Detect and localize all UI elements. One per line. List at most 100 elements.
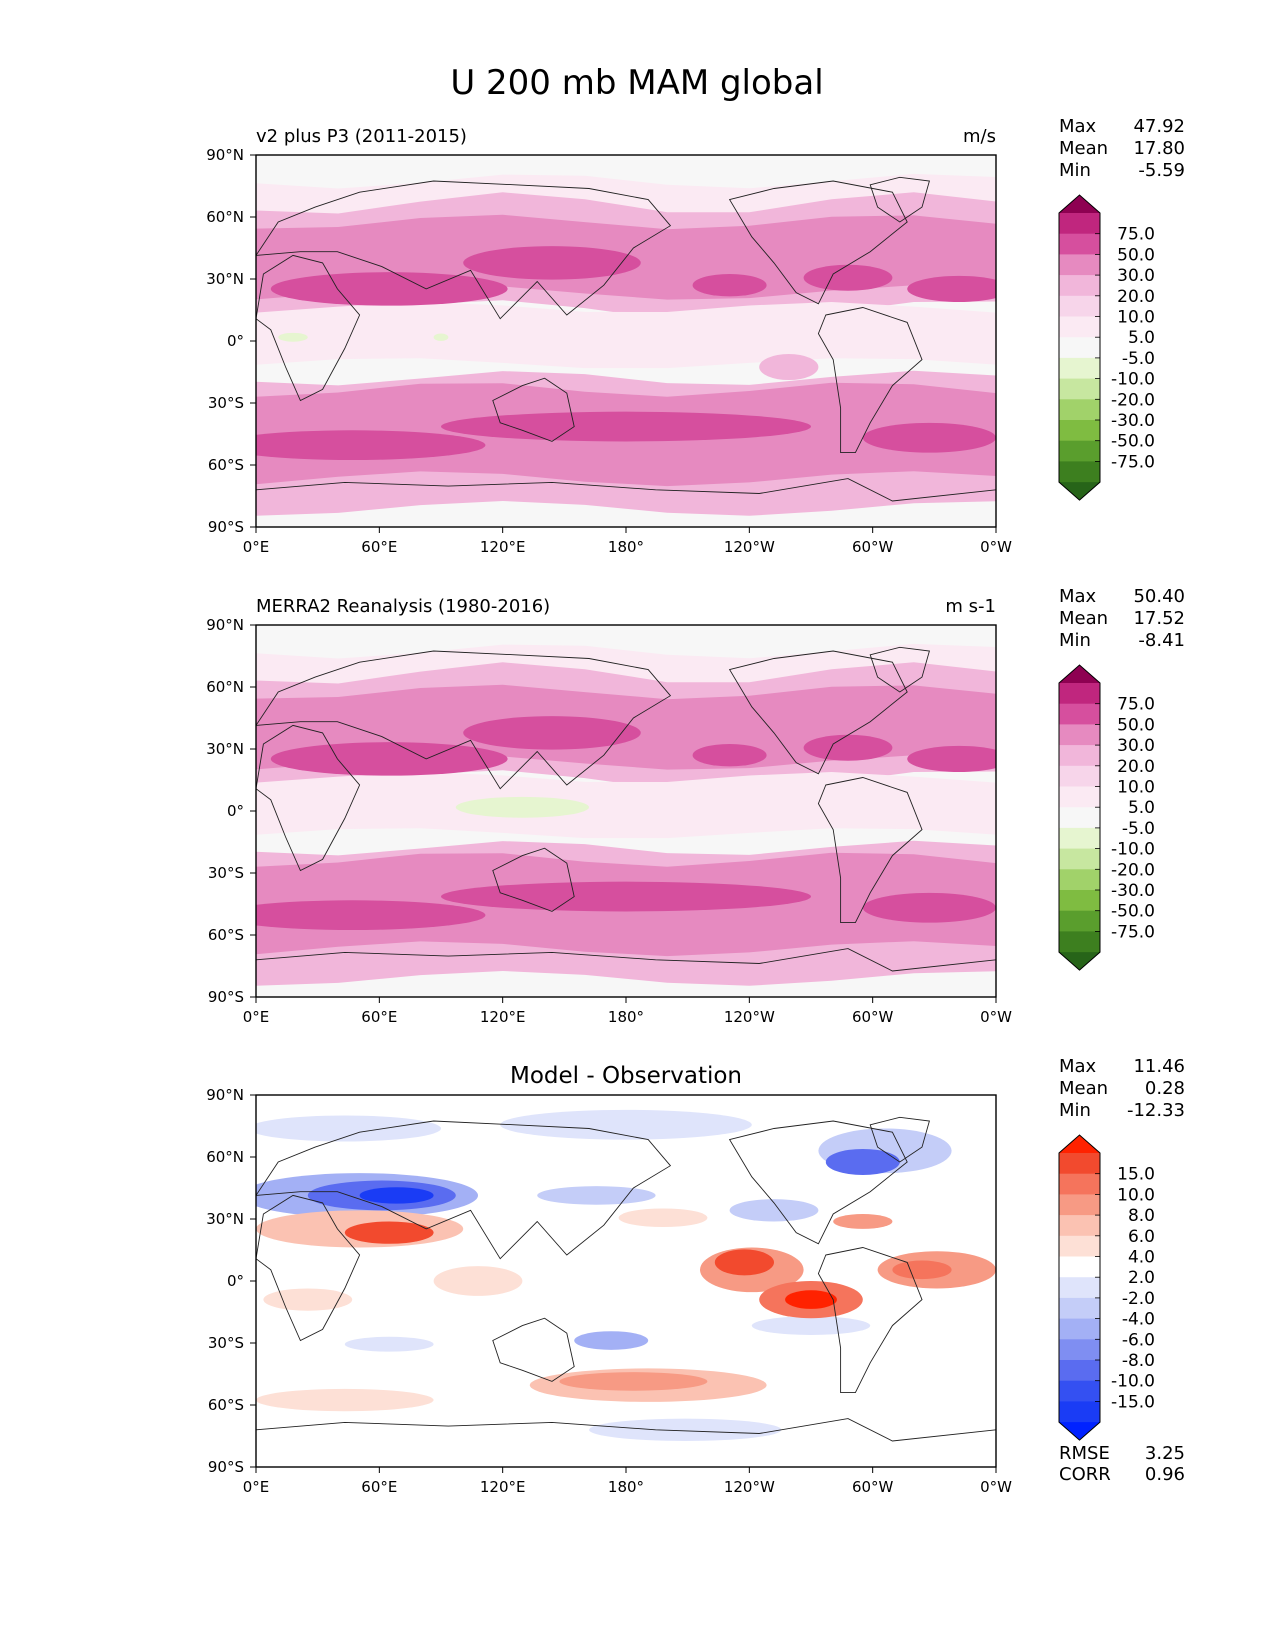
colorbar-label: 2.0 bbox=[1128, 1268, 1155, 1288]
core-south-atlantic bbox=[256, 900, 486, 931]
extra-stat-value: 3.25 bbox=[1145, 1443, 1185, 1464]
coast-south-america bbox=[817, 777, 923, 924]
pos-south-pacific bbox=[559, 1372, 708, 1391]
colorbar-label: -50.0 bbox=[1111, 902, 1155, 922]
neg-north-pacific-arctic bbox=[500, 1109, 752, 1140]
coast-south-america bbox=[817, 307, 923, 454]
colorbar-label: 10.0 bbox=[1117, 1185, 1155, 1205]
colorbar-label: -20.0 bbox=[1111, 390, 1155, 410]
coast-greenland bbox=[869, 646, 930, 693]
stat-value: 17.52 bbox=[1133, 608, 1185, 629]
colorbar-segment bbox=[1059, 890, 1100, 912]
core-north-africa-asia bbox=[270, 742, 508, 776]
lat-tick-label: 30°S bbox=[208, 394, 244, 412]
pos-south-atlantic bbox=[263, 1288, 353, 1311]
colorbar-segment bbox=[1059, 1173, 1100, 1195]
colorbar-label: -10.0 bbox=[1111, 1372, 1155, 1392]
core-east-pacific bbox=[692, 274, 767, 297]
neg-south-east-pacific bbox=[751, 1316, 871, 1335]
pos-north-pacific bbox=[618, 1208, 708, 1228]
colorbar-segment bbox=[1059, 765, 1100, 788]
colorbar-segment bbox=[1059, 295, 1100, 318]
stat-label: Max bbox=[1059, 1056, 1097, 1077]
stat-value: 0.28 bbox=[1145, 1078, 1185, 1099]
easterly-africa bbox=[278, 332, 308, 342]
stat-label: Max bbox=[1059, 116, 1097, 137]
lon-tick-label: 60°E bbox=[361, 1478, 397, 1496]
stat-value: -12.33 bbox=[1127, 1100, 1185, 1121]
lat-tick-label: 60°S bbox=[208, 1396, 244, 1414]
lat-tick-label: 60°S bbox=[208, 456, 244, 474]
coast-north-america bbox=[728, 650, 908, 775]
lat-tick-label: 30°N bbox=[206, 740, 244, 758]
colorbar-segment bbox=[1059, 807, 1100, 829]
core-north-africa-asia bbox=[270, 272, 508, 306]
colorbar-segment bbox=[1059, 848, 1100, 870]
lon-tick-label: 120°W bbox=[724, 1478, 775, 1496]
lon-tick-label: 0°W bbox=[980, 538, 1012, 556]
colorbar-extend-top bbox=[1059, 665, 1100, 683]
neg-south-indian bbox=[344, 1336, 434, 1352]
colorbar-outline bbox=[1058, 664, 1101, 971]
lon-tick-label: 180° bbox=[608, 1478, 644, 1496]
core-north-atlantic bbox=[803, 734, 893, 761]
colorbar-label: 6.0 bbox=[1128, 1227, 1155, 1247]
lat-tick-label: 90°S bbox=[208, 1458, 244, 1476]
easterly-maritime-continent bbox=[455, 796, 589, 818]
lat-tick-label: 60°S bbox=[208, 926, 244, 944]
colorbar-segment bbox=[1059, 1297, 1100, 1320]
colorbar-test: 75.050.030.020.010.05.0-5.0-10.0-20.0-30… bbox=[1058, 194, 1155, 501]
easterly-india bbox=[433, 333, 449, 341]
neg-north-america bbox=[825, 1148, 900, 1175]
colorbar-extend-top bbox=[1059, 1135, 1100, 1153]
lat-tick-label: 0° bbox=[227, 332, 244, 350]
extra-stat-value: 0.96 bbox=[1145, 1464, 1185, 1485]
colorbar-label: 30.0 bbox=[1117, 266, 1155, 286]
lat-tick-label: 0° bbox=[227, 802, 244, 820]
colorbar-segment bbox=[1059, 378, 1100, 400]
colorbar-label: -15.0 bbox=[1111, 1392, 1155, 1412]
stat-value: 17.80 bbox=[1133, 138, 1185, 159]
lat-tick-label: 30°N bbox=[206, 1210, 244, 1228]
figure-title: U 200 mb MAM global bbox=[450, 63, 823, 103]
coast-eurasia bbox=[256, 650, 672, 790]
colorbar-segment bbox=[1059, 357, 1100, 380]
pos-east-pacific bbox=[714, 1249, 774, 1276]
core-east-atlantic bbox=[907, 745, 996, 772]
neg-japan bbox=[537, 1186, 656, 1205]
lat-tick-label: 0° bbox=[227, 1272, 244, 1290]
colorbar-outline bbox=[1058, 194, 1101, 501]
colorbar-segment bbox=[1059, 1256, 1100, 1278]
colorbar-segment bbox=[1059, 910, 1100, 932]
colorbar-segment bbox=[1059, 1194, 1100, 1216]
pos-central-america-core bbox=[785, 1290, 837, 1309]
colorbar-segment bbox=[1059, 683, 1100, 705]
colorbar-segment bbox=[1059, 399, 1100, 421]
colorbar-label: -8.0 bbox=[1122, 1351, 1155, 1371]
lon-tick-label: 120°E bbox=[480, 538, 526, 556]
colorbar-segment bbox=[1059, 1318, 1100, 1340]
colorbar-segment bbox=[1059, 703, 1100, 725]
core-south-atlantic bbox=[256, 430, 486, 461]
colorbar-label: 5.0 bbox=[1128, 328, 1155, 348]
colorbar-label: -2.0 bbox=[1122, 1289, 1155, 1309]
lon-tick-label: 120°W bbox=[724, 538, 775, 556]
lat-tick-label: 90°N bbox=[206, 146, 244, 164]
coast-antarctica bbox=[256, 478, 996, 502]
colorbar-segment bbox=[1059, 316, 1100, 338]
colorbar-label: 30.0 bbox=[1117, 736, 1155, 756]
colorbar-label: -5.0 bbox=[1122, 819, 1155, 839]
colorbar-label: 50.0 bbox=[1117, 715, 1155, 735]
coast-australia bbox=[492, 1317, 575, 1382]
weak-west-africa bbox=[256, 803, 338, 826]
coast-north-america bbox=[728, 1120, 908, 1245]
stat-value: 11.46 bbox=[1133, 1056, 1185, 1077]
pos-maritime-continent bbox=[433, 1266, 523, 1296]
colorbar-label: 10.0 bbox=[1117, 778, 1155, 798]
lat-tick-label: 90°S bbox=[208, 988, 244, 1006]
panel-center-title: Model - Observation bbox=[510, 1063, 742, 1089]
contour-field bbox=[256, 1095, 996, 1467]
lat-tick-label: 60°N bbox=[206, 208, 244, 226]
panel-left-title: v2 plus P3 (2011-2015) bbox=[256, 126, 467, 147]
stat-value: 50.40 bbox=[1133, 586, 1185, 607]
